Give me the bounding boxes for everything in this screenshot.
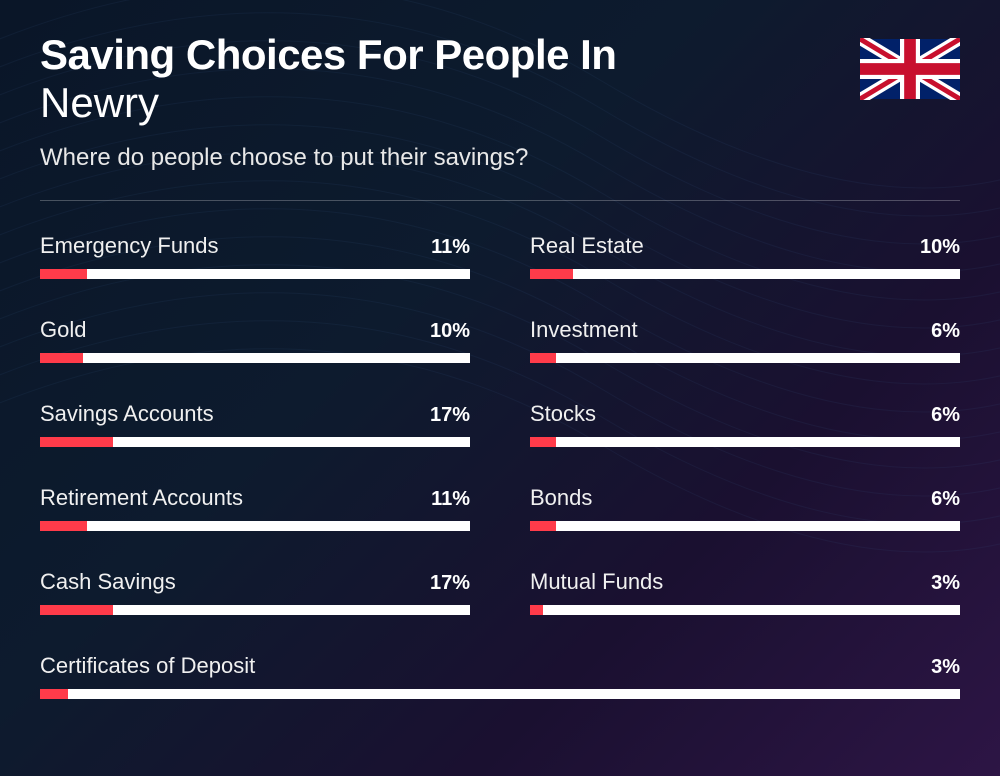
item-label: Emergency Funds (40, 233, 219, 259)
bar-fill (40, 437, 113, 447)
item-value: 6% (931, 488, 960, 511)
item-label: Savings Accounts (40, 401, 214, 427)
item-value: 17% (430, 572, 470, 595)
bar-fill (530, 521, 556, 531)
item-label: Stocks (530, 401, 596, 427)
item-label: Mutual Funds (530, 569, 663, 595)
bar-fill (40, 353, 83, 363)
bar-track (40, 605, 470, 615)
bar-fill (40, 605, 113, 615)
item-value: 6% (931, 320, 960, 343)
chart-item: Real Estate 10% (530, 233, 960, 279)
chart-item: Mutual Funds 3% (530, 569, 960, 615)
bar-fill (40, 269, 87, 279)
item-label: Bonds (530, 485, 592, 511)
item-label: Investment (530, 317, 638, 343)
bar-track (40, 437, 470, 447)
item-label: Gold (40, 317, 86, 343)
title-line2: Newry (40, 80, 960, 126)
chart-item: Investment 6% (530, 317, 960, 363)
bar-fill (530, 353, 556, 363)
item-label: Cash Savings (40, 569, 176, 595)
bar-track (530, 605, 960, 615)
bar-fill (40, 689, 68, 699)
item-value: 11% (431, 488, 470, 511)
bar-fill (530, 437, 556, 447)
chart-grid: Emergency Funds 11% Real Estate 10% Gold 10% I… (40, 233, 960, 699)
bar-track (530, 269, 960, 279)
bar-track (40, 521, 470, 531)
bar-track (530, 353, 960, 363)
bar-track (530, 437, 960, 447)
title-line1: Saving Choices For People In (40, 32, 960, 78)
bar-fill (40, 521, 87, 531)
item-value: 17% (430, 404, 470, 427)
bar-fill (530, 605, 543, 615)
bar-track (530, 521, 960, 531)
chart-item: Cash Savings 17% (40, 569, 470, 615)
uk-flag-icon (860, 38, 960, 100)
item-label: Certificates of Deposit (40, 653, 255, 679)
chart-item: Savings Accounts 17% (40, 401, 470, 447)
chart-item: Certificates of Deposit 3% (40, 653, 960, 699)
chart-item: Gold 10% (40, 317, 470, 363)
item-value: 10% (920, 236, 960, 259)
divider (40, 200, 960, 201)
bar-track (40, 353, 470, 363)
subtitle: Where do people choose to put their savi… (40, 144, 960, 172)
bar-track (40, 269, 470, 279)
chart-item: Emergency Funds 11% (40, 233, 470, 279)
header: Saving Choices For People In Newry Where… (40, 32, 960, 172)
item-value: 11% (431, 236, 470, 259)
item-value: 10% (430, 320, 470, 343)
item-label: Real Estate (530, 233, 644, 259)
item-value: 6% (931, 404, 960, 427)
bar-track (40, 689, 960, 699)
item-value: 3% (931, 572, 960, 595)
chart-item: Stocks 6% (530, 401, 960, 447)
chart-item: Retirement Accounts 11% (40, 485, 470, 531)
chart-item: Bonds 6% (530, 485, 960, 531)
bar-fill (530, 269, 573, 279)
item-label: Retirement Accounts (40, 485, 243, 511)
item-value: 3% (931, 656, 960, 679)
